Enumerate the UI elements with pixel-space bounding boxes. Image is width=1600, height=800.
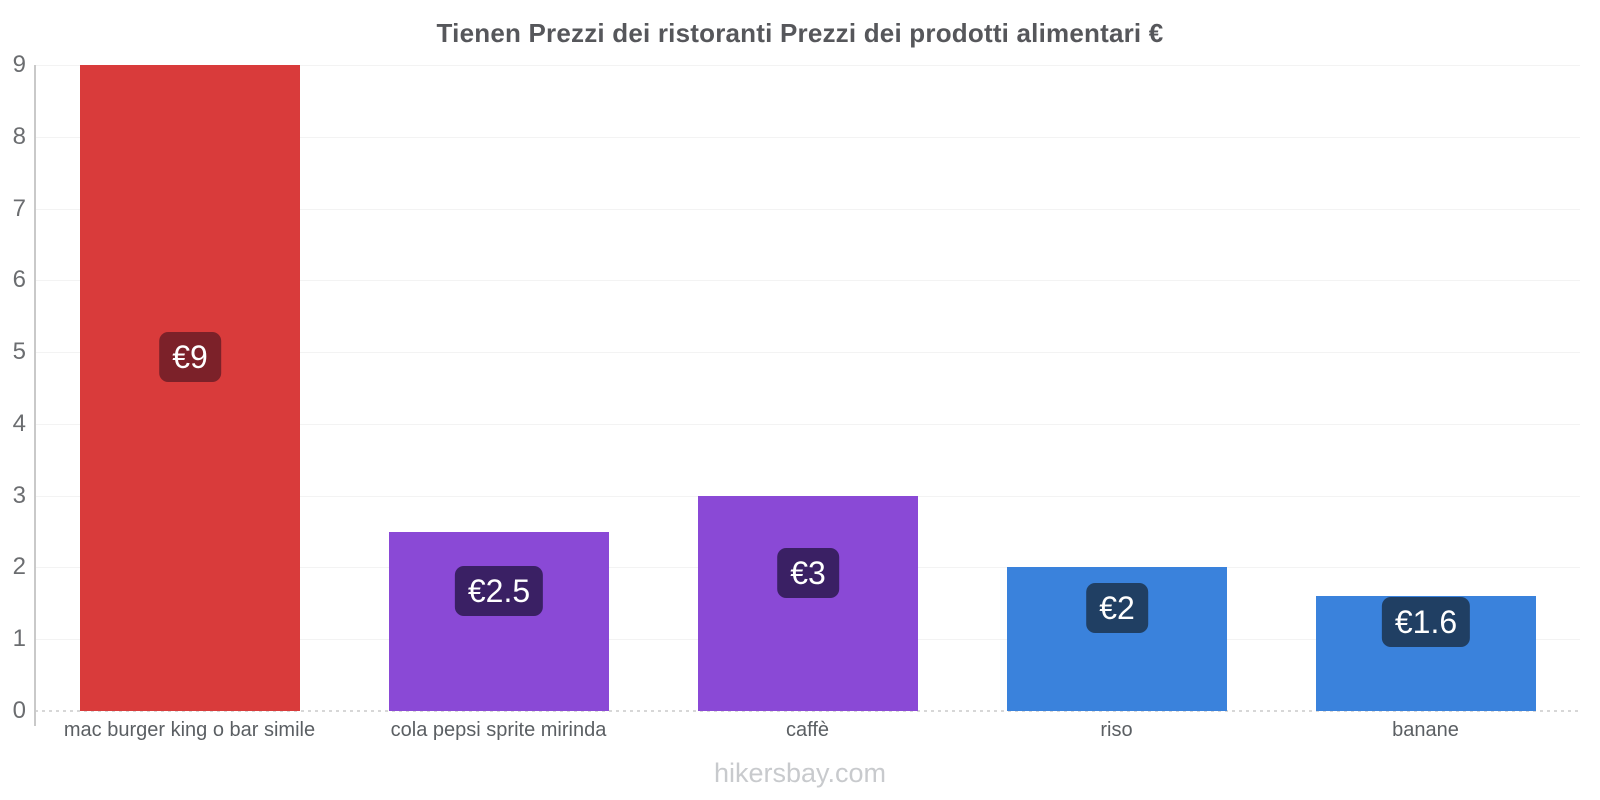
bar-value-label-riso: €2 [1086,583,1148,633]
bar-banane: €1.6 [1316,596,1536,711]
gridline-5 [35,352,1580,353]
gridline-8 [35,137,1580,138]
bar-caffè: €3 [698,496,918,711]
bar-mac-burger-king-o-bar-simile: €9 [80,65,300,711]
y-axis-tick-label-0: 0 [12,697,26,724]
x-axis-category-label-cola-pepsi-sprite-mirinda: cola pepsi sprite mirinda [390,719,607,741]
y-axis-tick-label-4: 4 [12,410,26,437]
chart-title: Tienen Prezzi dei ristoranti Prezzi dei … [436,18,1164,48]
bar-cola-pepsi-sprite-mirinda: €2.5 [389,532,609,711]
y-axis-tick-label-3: 3 [12,482,26,509]
y-axis-tick-label-9: 9 [12,51,26,78]
bar-riso: €2 [1007,567,1227,711]
bar-value-label-cola-pepsi-sprite-mirinda: €2.5 [454,566,544,616]
gridline-4 [35,424,1580,425]
gridline-9 [35,65,1580,66]
x-axis-category-label-banane: banane [1392,719,1459,741]
y-axis-line [34,65,36,726]
y-axis-tick-label-8: 8 [12,123,26,150]
gridline-7 [35,209,1580,210]
bar-value-label-mac-burger-king-o-bar-simile: €9 [159,332,221,382]
y-axis-tick-label-7: 7 [12,195,26,222]
y-axis-tick-label-5: 5 [12,338,26,365]
x-axis-category-label-mac-burger-king-o-bar-simile: mac burger king o bar simile [63,719,316,741]
footer-watermark: hikersbay.com [713,758,887,788]
gridline-6 [35,280,1580,281]
bar-value-label-banane: €1.6 [1381,597,1471,647]
bar-value-label-caffè: €3 [777,548,839,598]
x-axis-category-label-caffè: caffè [786,719,829,741]
x-axis-category-label-riso: riso [1100,719,1133,741]
y-axis-tick-label-1: 1 [12,625,26,652]
y-axis-tick-label-6: 6 [12,266,26,293]
y-axis-tick-label-2: 2 [12,553,26,580]
x-axis-baseline [35,710,1580,712]
